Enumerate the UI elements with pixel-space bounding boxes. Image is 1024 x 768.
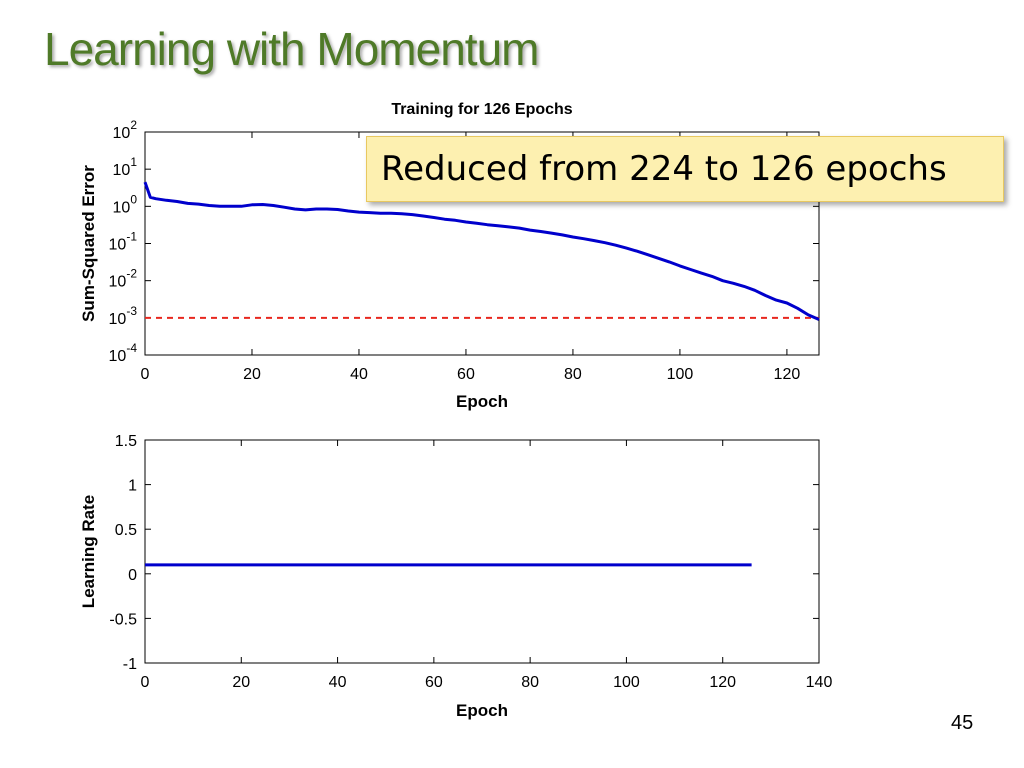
x-tick-label: 60 <box>457 366 475 383</box>
plot-frame <box>144 439 820 664</box>
y-tick-label: 10-1 <box>109 230 138 254</box>
y-tick-label: 10-4 <box>109 341 138 365</box>
y-tick-label: 101 <box>113 155 138 179</box>
y-tick-label: -0.5 <box>109 611 137 628</box>
y-axis-label: Learning Rate <box>79 495 98 608</box>
x-tick-label: 20 <box>243 366 261 383</box>
y-tick-label: 1.5 <box>115 433 137 450</box>
y-tick-label: 1 <box>128 478 137 495</box>
y-tick-label: 0 <box>128 567 137 584</box>
x-axis-label: Epoch <box>456 392 508 411</box>
y-tick-label: 10-3 <box>109 304 138 328</box>
x-tick-label: 20 <box>232 674 250 691</box>
x-tick-label: 0 <box>141 366 150 383</box>
y-tick-label: 100 <box>113 192 138 216</box>
slide-title: Learning with Momentum <box>44 23 539 75</box>
learning-rate-chart: 0 20 40 60 80 100 120 140 -1 -0.5 0 0.5 1 1.5 Epoch Lea… <box>79 433 832 720</box>
x-tick-label: 120 <box>709 674 736 691</box>
chart-title: Training for 126 Epochs <box>391 101 572 118</box>
y-axis-label: Sum-Squared Error <box>79 165 98 322</box>
y-tick-label: 10-2 <box>109 267 138 291</box>
x-tick-label: 140 <box>806 674 833 691</box>
page-number: 45 <box>951 712 974 734</box>
callout-box: Reduced from 224 to 126 epochs <box>366 136 1004 202</box>
x-tick-label: 100 <box>613 674 640 691</box>
x-tick-label: 60 <box>425 674 443 691</box>
x-tick-label: 40 <box>329 674 347 691</box>
x-tick-label: 100 <box>667 366 694 383</box>
y-tick-label: 0.5 <box>115 522 137 539</box>
y-tick-label: -1 <box>123 656 137 673</box>
x-tick-label: 80 <box>564 366 582 383</box>
y-tick-label: 102 <box>113 118 138 142</box>
error-series-line <box>143 181 820 321</box>
x-tick-label: 40 <box>350 366 368 383</box>
x-tick-label: 120 <box>774 366 801 383</box>
x-tick-label: 0 <box>141 674 150 691</box>
x-axis-label: Epoch <box>456 701 508 720</box>
x-tick-label: 80 <box>521 674 539 691</box>
